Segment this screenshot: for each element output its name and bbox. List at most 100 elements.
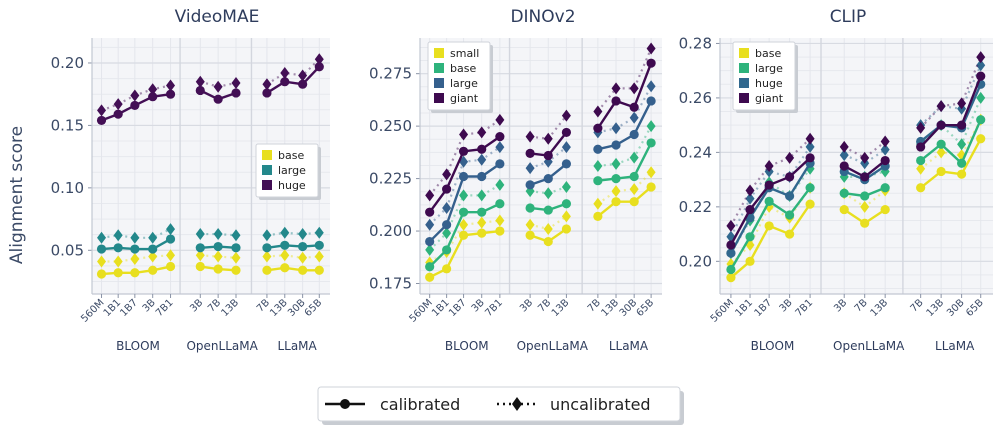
uncalibrated-point [231,251,241,264]
uncalibrated-point [957,138,967,151]
calibrated-point [745,204,755,215]
uncalibrated-point [195,228,205,241]
y-tick-label: 0.20 [679,252,712,270]
legend-label-giant: giant [450,92,479,105]
uncalibrated-point [957,97,967,110]
uncalibrated-point [561,180,571,193]
uncalibrated-point [97,231,107,244]
x-tick-label: 13B [550,297,572,319]
y-tick-label: 0.275 [369,65,412,83]
uncalibrated-point [231,229,241,242]
uncalibrated-point [495,214,505,227]
calibrated-point [113,109,123,119]
x-tick-label: 3B [778,297,795,314]
calibrated-point [839,161,849,171]
uncalibrated-point [880,135,890,148]
calibrated-point [629,197,639,207]
uncalibrated-point [298,69,308,82]
calibrated-point [764,180,774,190]
uncalibrated-point [860,200,870,213]
calibrated-point [745,232,755,242]
calibrated-point [561,159,572,169]
uncalibrated-point [646,166,656,179]
calibrated-point [148,265,158,275]
y-tick-label: 0.10 [51,179,84,197]
uncalibrated-point [213,250,223,263]
calibrated-point [916,142,926,152]
calibrated-point [543,150,553,161]
uncalibrated-point [525,130,535,143]
panel-legend: small base large giant [427,41,493,113]
calibrated-point [113,268,123,278]
calibrated-point [458,230,469,240]
legend-label-huge: huge [278,179,306,192]
uncalibrated-point [195,249,205,262]
calibrated-point [860,172,870,182]
uncalibrated-line [597,125,653,168]
uncalibrated-point [213,228,223,241]
calibrated-point [495,199,505,209]
y-tick-label: 0.225 [369,170,412,188]
calibrated-point [957,120,967,130]
uncalibrated-point [525,162,535,175]
calibrated-point [593,144,603,154]
uncalibrated-point [477,189,487,202]
uncalibrated-point [148,250,158,263]
uncalibrated-point [629,151,639,164]
calibrated-point [165,234,176,244]
uncalibrated-point [593,197,603,210]
uncalibrated-point [314,250,324,263]
group-label: OpenLLaMA [517,339,589,353]
calibrated-point [785,210,795,220]
calibrated-point [764,221,774,231]
group-label: OpenLLaMA [833,339,905,353]
calibrated-point [860,191,870,201]
y-tick-label: 0.26 [679,89,712,107]
x-tick-label: 30B [618,297,640,319]
series-giant [726,51,986,250]
uncalibrated-point [113,229,123,242]
calibrated-point [593,211,603,221]
uncalibrated-point [745,192,755,205]
calibrated-point [916,155,926,166]
uncalibrated-point [805,132,815,145]
uncalibrated-point [805,140,815,153]
calibrated-point [495,132,505,142]
uncalibrated-point [97,255,107,268]
group-label: LLaMA [277,339,317,353]
calibrated-point [593,123,603,133]
x-tick-label: 7B1 [483,297,505,319]
legend-label-base: base [450,62,476,75]
uncalibrated-point [936,146,946,159]
calibrated-point [425,272,435,282]
calibrated-point [646,96,656,106]
y-tick-label: 0.250 [369,117,412,135]
calibrated-point [726,248,736,258]
y-tick-label: 0.05 [51,241,84,259]
calibrated-point [611,140,621,150]
calibrated-point [165,89,176,99]
calibrated-point [96,244,107,254]
calibrated-point [543,173,553,184]
uncalibrated-point [213,80,223,93]
calibrated-point [646,138,656,148]
calibrated-point [525,148,535,159]
legend-swatch-large [434,78,444,88]
uncalibrated-point [425,243,435,256]
calibrated-point [916,183,926,193]
uncalibrated-line [919,64,982,126]
panel-legend: base large huge giant [732,41,798,113]
calibrated-point [880,204,890,215]
legend-label-large: large [450,77,478,90]
uncalibrated-point [495,141,505,154]
calibrated-point [611,96,621,106]
y-axis-label: Alignment score [7,126,27,264]
uncalibrated-point [936,100,946,113]
uncalibrated-point [130,89,140,102]
calibrated-point [442,184,452,194]
uncalibrated-point [113,255,123,268]
calibrated-point [957,158,967,168]
uncalibrated-point [262,250,272,263]
uncalibrated-point [611,122,621,135]
x-tick-label: 1B7 [118,297,140,319]
